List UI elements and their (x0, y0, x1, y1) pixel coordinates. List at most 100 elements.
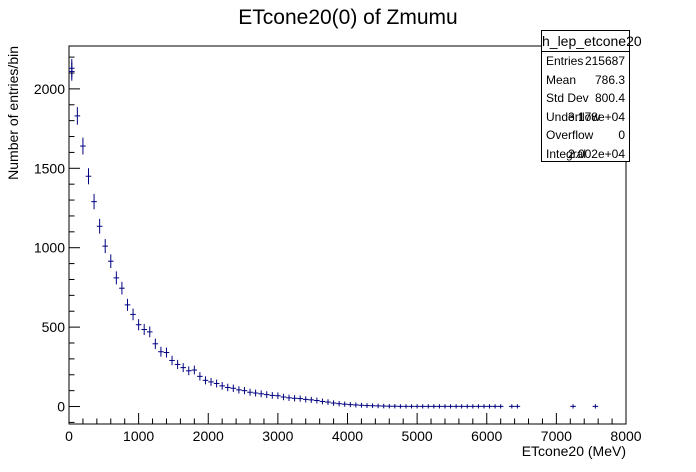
data-point (241, 387, 248, 395)
data-point (403, 404, 409, 409)
stats-key: Std Dev (546, 91, 589, 106)
data-point (135, 319, 142, 331)
data-point (314, 397, 320, 404)
data-point (180, 363, 186, 373)
stats-value: 800.4 (594, 91, 625, 106)
data-point (91, 193, 97, 210)
data-point (185, 366, 192, 376)
data-point (152, 338, 159, 349)
data-point (191, 365, 198, 375)
stats-box: h_lep_etcone20 Entries 215687 Mean 786.3… (541, 30, 642, 164)
data-point (514, 404, 521, 409)
stats-row-stddev: Std Dev 800.4 (542, 89, 629, 108)
data-point (347, 402, 354, 408)
data-point (497, 404, 504, 409)
data-point (158, 346, 164, 357)
data-point (163, 347, 170, 358)
data-point (436, 404, 443, 409)
data-point (369, 403, 376, 409)
data-point (69, 58, 75, 78)
data-point (431, 404, 437, 409)
data-point (481, 404, 487, 409)
data-point (119, 281, 125, 295)
data-point (509, 404, 515, 409)
data-point (130, 308, 136, 321)
data-point (286, 394, 292, 401)
chart-title: ETcone20(0) of Zmumu (238, 6, 458, 29)
data-point (80, 137, 86, 155)
data-point (169, 355, 175, 366)
data-point (174, 359, 181, 370)
data-point (464, 404, 471, 409)
y-tick-label: 2000 (34, 81, 65, 97)
data-point (308, 396, 315, 403)
data-point (364, 403, 370, 408)
data-point (146, 326, 153, 338)
data-point (280, 393, 287, 401)
data-point (397, 404, 404, 409)
x-tick-label: 5000 (402, 428, 433, 444)
x-tick-label: 1000 (123, 428, 154, 444)
stats-value: 786.3 (594, 72, 625, 87)
data-point (570, 404, 576, 409)
data-point (230, 384, 237, 392)
data-point (208, 377, 214, 386)
stats-key: Integral (546, 146, 587, 161)
data-point (236, 386, 242, 394)
x-tick-label: 3000 (262, 428, 293, 444)
data-point (353, 402, 359, 408)
y-tick-label: 1500 (34, 160, 65, 176)
data-point (375, 403, 381, 409)
data-point (213, 379, 220, 388)
data-point (336, 400, 342, 407)
data-point (263, 391, 270, 398)
x-tick-label: 4000 (332, 428, 363, 444)
y-tick-label: 0 (57, 399, 65, 415)
stats-key: Overflow (546, 128, 594, 143)
stats-row-underflow: Underflow 3.178e+04 (542, 108, 629, 127)
data-point (425, 404, 432, 409)
data-point (107, 254, 114, 269)
data-point (453, 404, 459, 409)
data-point (302, 396, 309, 403)
data-point (297, 395, 303, 402)
stats-value: 3.178e+04 (567, 109, 625, 124)
x-tick-label: 0 (65, 428, 73, 444)
x-tick-label: 8000 (610, 428, 641, 444)
data-point (224, 383, 231, 392)
data-point (124, 298, 131, 311)
data-point (341, 401, 348, 407)
stats-histogram-name: h_lep_etcone20 (542, 31, 642, 52)
data-point (470, 404, 476, 409)
data-point (442, 404, 448, 409)
x-tick-label: 6000 (471, 428, 502, 444)
data-point (458, 404, 465, 409)
x-tick-label: 2000 (193, 428, 224, 444)
data-point (492, 404, 498, 409)
stats-key: Mean (546, 72, 577, 87)
stats-value: 215687 (584, 54, 625, 68)
y-tick-label: 500 (42, 319, 66, 335)
data-point (197, 372, 203, 381)
data-point (219, 382, 225, 390)
data-point (419, 404, 426, 409)
data-point (247, 388, 253, 396)
stats-key: Underflow (546, 109, 601, 124)
x-axis-label: ETcone20 (MeV) (522, 443, 626, 459)
stats-value: 2.002e+04 (567, 146, 625, 161)
data-point (386, 403, 393, 409)
stats-row-entries: Entries 215687 (542, 52, 629, 71)
data-point (475, 404, 482, 409)
data-point (141, 324, 147, 335)
stats-row-integral: Integral 2.002e+04 (542, 145, 629, 164)
y-tick-label: 1000 (34, 240, 65, 256)
data-point (592, 404, 599, 409)
data-point (96, 218, 103, 234)
stats-row-overflow: Overflow 0 (542, 126, 629, 145)
data-point (414, 404, 420, 409)
data-point (202, 376, 209, 385)
stats-row-mean: Mean 786.3 (542, 71, 629, 90)
data-point (269, 392, 276, 399)
data-point (74, 107, 81, 125)
